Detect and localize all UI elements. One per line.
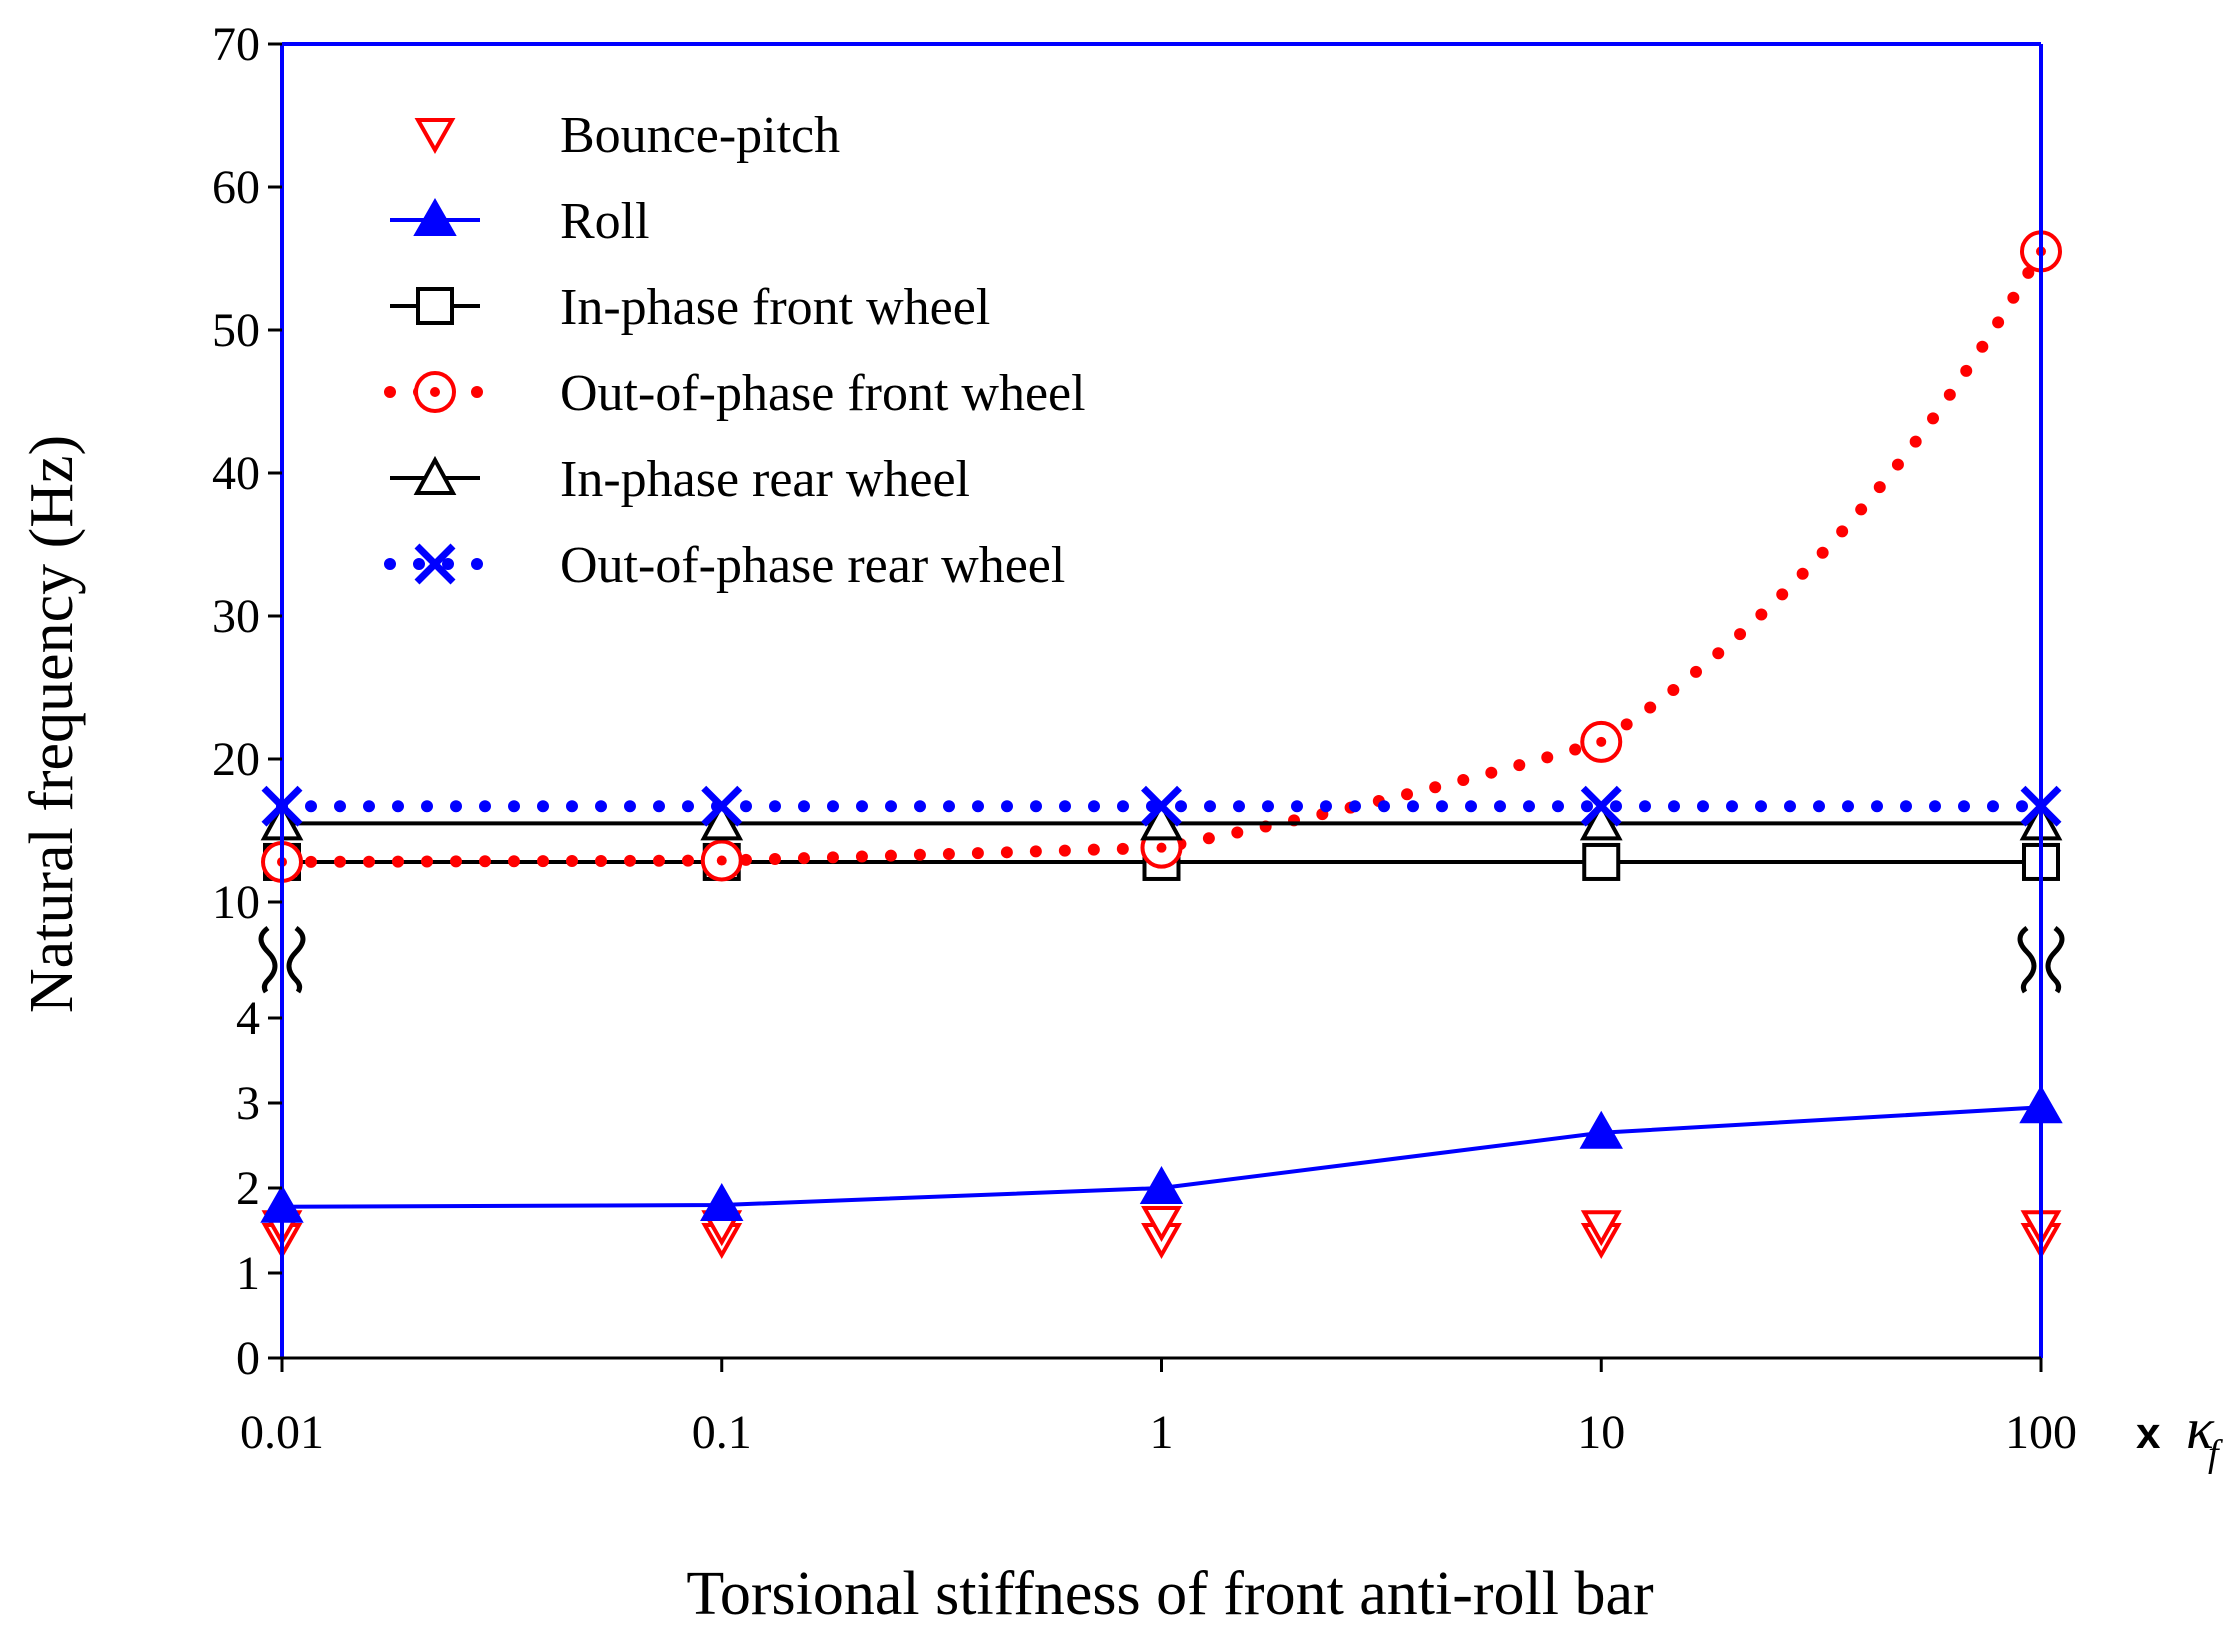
y-tick-label: 10: [212, 876, 260, 929]
data-point-bounce-pitch: [1580, 1210, 1622, 1247]
y-tick-label: 40: [212, 447, 260, 500]
break-stroke: [2017, 925, 2037, 994]
y-tick-label: 4: [236, 992, 260, 1045]
axis-breaks: [256, 925, 2067, 996]
x-tick-label: 100: [2005, 1406, 2077, 1459]
y-axis-title: Natural frequency (Hz): [18, 435, 86, 1013]
legend-item: In-phase rear wheel: [390, 451, 970, 508]
data-point-in-phase-rear-wheel: [1140, 801, 1183, 841]
y-tick-label: 30: [212, 590, 260, 643]
legend-label: Out-of-phase front wheel: [560, 365, 1086, 422]
marker-stroke: [701, 785, 743, 827]
break-stroke: [258, 925, 278, 994]
legend-marker: [413, 455, 457, 495]
data-point-out-of-phase-rear-wheel: [1141, 785, 1182, 827]
marker-dot: [716, 855, 727, 866]
legend-item: Out-of-phase rear wheel: [384, 537, 1065, 594]
y-tick-label: 70: [212, 18, 260, 71]
legend-item: Bounce-pitch: [414, 107, 840, 164]
legend-label: In-phase front wheel: [560, 279, 990, 336]
x-axis-title: Torsional stiffness of front anti-roll b…: [686, 1560, 1654, 1628]
data-point-in-phase-front-wheel: [1582, 842, 1621, 881]
legend: Bounce-pitch Roll In-phase front wheel Out-…: [384, 107, 1086, 594]
series-line-out-of-phase-front-wheel: [276, 245, 2047, 868]
break-stroke: [2045, 925, 2065, 994]
data-point-roll: [1139, 1165, 1184, 1204]
x-tick-label: 0.01: [240, 1406, 324, 1459]
data-point-bounce-pitch: [1141, 1206, 1182, 1243]
marker-dot: [1156, 842, 1167, 853]
y-tick-label: 60: [212, 161, 260, 214]
marker-stroke: [414, 543, 456, 585]
y-tick-label: 20: [212, 733, 260, 786]
data-point-in-phase-rear-wheel: [700, 801, 744, 841]
series-markers: [260, 230, 2063, 1260]
legend-marker: [416, 287, 454, 325]
marker-dot: [1596, 736, 1607, 747]
legend-label: Roll: [560, 193, 650, 250]
legend-label: In-phase rear wheel: [560, 451, 970, 508]
legend-marker: [414, 371, 456, 413]
legend-item: Out-of-phase front wheel: [384, 365, 1086, 422]
legend-marker: [414, 543, 456, 585]
legend-marker: [413, 197, 457, 236]
x-multiplier-subscript: f: [2208, 1433, 2223, 1475]
data-point-in-phase-rear-wheel: [1579, 801, 1623, 841]
legend-marker: [414, 118, 456, 155]
x-tick-label: 0.1: [692, 1406, 752, 1459]
data-point-roll: [1579, 1110, 1623, 1149]
y-tick-label: 2: [236, 1162, 260, 1215]
data-point-out-of-phase-rear-wheel: [701, 785, 743, 827]
x-multiplier-sign: x: [2136, 1409, 2161, 1458]
marker-dot: [430, 387, 440, 397]
legend-item: In-phase front wheel: [390, 279, 990, 336]
marker-stroke: [1141, 785, 1182, 827]
legend-label: Out-of-phase rear wheel: [560, 537, 1065, 594]
y-tick-label: 3: [236, 1077, 260, 1130]
series-lines: [276, 245, 2047, 1209]
y-tick-label: 50: [212, 304, 260, 357]
data-point-roll: [700, 1182, 744, 1221]
x-tick-label: 10: [1577, 1406, 1625, 1459]
legend-label: Bounce-pitch: [560, 107, 840, 164]
x-multiplier-symbol: κ: [2186, 1396, 2215, 1461]
break-stroke: [286, 925, 306, 994]
marker-stroke: [1580, 785, 1622, 827]
legend-item: Roll: [390, 193, 650, 250]
y-tick-label: 0: [236, 1332, 260, 1385]
data-point-out-of-phase-rear-wheel: [1580, 785, 1622, 827]
tick-labels: 0 1 2 3 4 10 20 30 40 50 60 70 0.01 0.1 1 10 100: [212, 18, 2077, 1459]
x-axis-multiplier: x κ f: [2136, 1396, 2223, 1475]
data-point-out-of-phase-front-wheel: [700, 839, 743, 882]
axes: [268, 42, 2043, 1372]
y-tick-label: 1: [236, 1247, 260, 1300]
data-point-out-of-phase-front-wheel: [1580, 720, 1623, 763]
x-tick-label: 1: [1150, 1406, 1174, 1459]
